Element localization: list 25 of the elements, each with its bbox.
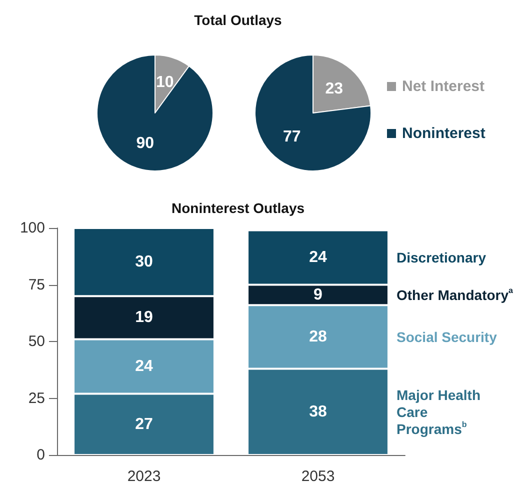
data-label: 27 (135, 416, 153, 433)
series-label: Social Security (396, 328, 498, 345)
chart-title: Noninterest Outlays (171, 200, 305, 216)
x-tick-label: 2023 (127, 468, 161, 485)
legend-label: Noninterest (402, 125, 486, 142)
data-label: 19 (135, 309, 153, 326)
data-label: 38 (309, 403, 327, 420)
data-label: 24 (309, 249, 327, 266)
data-label: 30 (135, 254, 153, 271)
data-label: 24 (135, 358, 153, 375)
y-tick-label: 25 (28, 390, 45, 407)
x-tick-label: 2053 (301, 468, 335, 485)
y-tick-label: 50 (28, 333, 45, 350)
data-label: 77 (282, 128, 301, 146)
data-label: 28 (309, 328, 327, 346)
data-label: 23 (325, 80, 344, 98)
data-label: 90 (136, 134, 154, 152)
y-tick-label: 0 (36, 446, 45, 464)
chart-title: Total Outlays (194, 12, 282, 28)
data-label: 9 (314, 286, 323, 304)
series-label: Discretionary (396, 250, 486, 266)
legend-label: Net Interest (402, 78, 485, 95)
y-tick-label: 75 (28, 276, 45, 294)
data-label: 10 (156, 74, 174, 92)
y-tick-label: 100 (20, 220, 45, 236)
